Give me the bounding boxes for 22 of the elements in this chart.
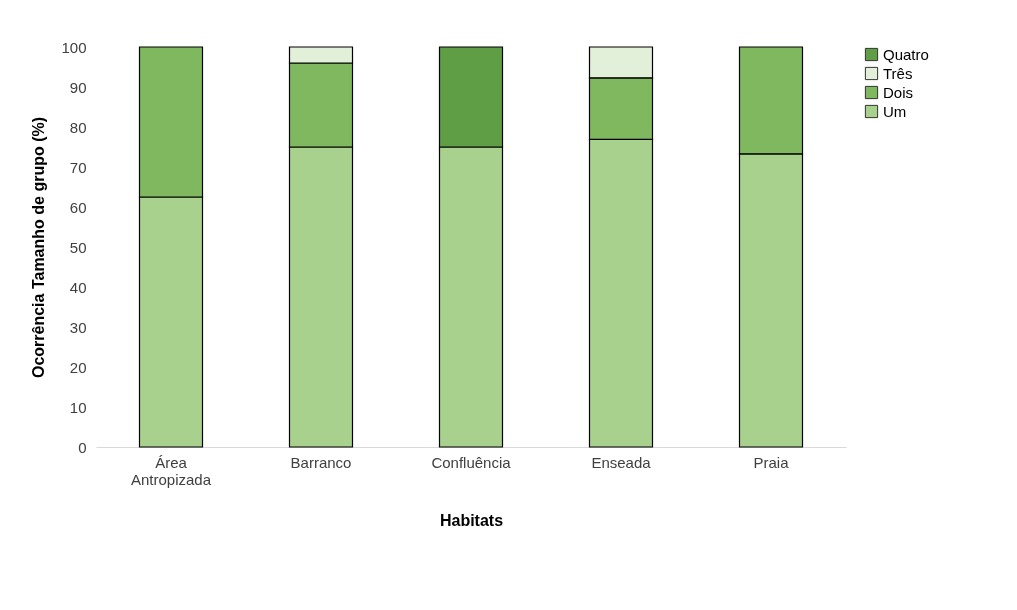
x-axis-title: Habitats [439,511,504,529]
y-tick-label: 80 [69,118,87,136]
y-tick-label: 50 [69,238,87,256]
x-tick-label: Confluência [431,453,512,471]
legend-label: Quatro [883,45,929,63]
legend-label: Três [883,64,913,82]
y-tick-label: 90 [69,78,87,96]
y-axis-title: Ocorrência Tamanho de grupo (%) [30,116,48,379]
y-tick-label: 100 [61,38,87,56]
legend-label: Um [883,102,907,120]
x-tick-label: Barranco [290,453,352,471]
y-tick-label: 0 [78,438,87,456]
y-tick-label: 70 [69,158,87,176]
y-tick-label: 60 [69,198,87,216]
x-tick-label: Praia [753,453,790,471]
y-tick-label: 10 [69,398,87,416]
x-tick-label: Área Antropizada [130,453,212,488]
x-tick-label: Enseada [591,453,652,471]
y-tick-label: 20 [69,358,87,376]
y-tick-label: 40 [69,278,87,296]
legend-label: Dois [883,83,914,101]
y-tick-label: 30 [69,318,87,336]
